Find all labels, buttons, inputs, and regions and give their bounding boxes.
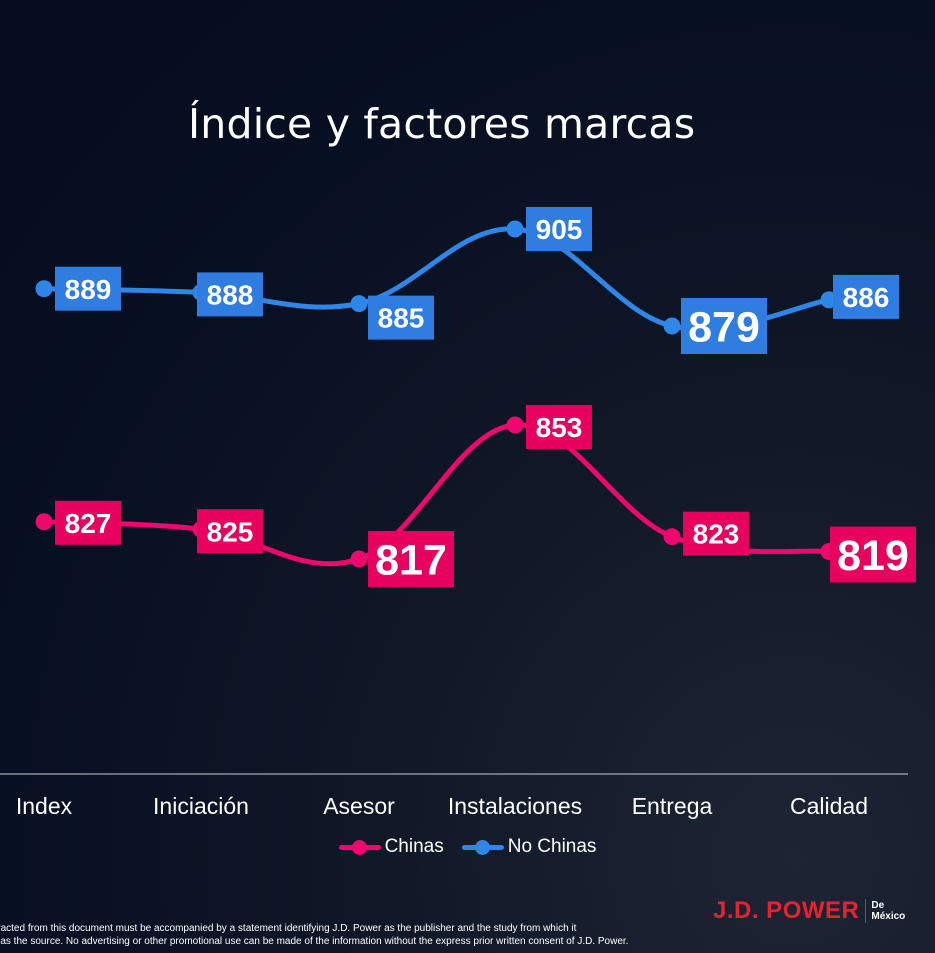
legend-label-chinas: Chinas (384, 836, 444, 857)
data-label-chinas-iniciaci-n: 825 (197, 509, 263, 554)
svg-text:886: 886 (843, 282, 890, 313)
x-tick-label-index: Index (16, 793, 73, 819)
svg-text:889: 889 (65, 274, 112, 305)
legend-swatch-chinas (338, 840, 381, 855)
data-label-no-chinas-asesor: 885 (368, 295, 434, 340)
data-label-chinas-calidad: 819 (830, 526, 916, 583)
data-point-chinas-instalaciones (506, 416, 524, 434)
data-point-chinas-asesor (350, 550, 368, 568)
svg-text:827: 827 (65, 508, 112, 539)
svg-text:817: 817 (375, 536, 447, 584)
data-label-chinas-instalaciones: 853 (526, 405, 592, 449)
svg-text:853: 853 (536, 412, 583, 443)
data-label-no-chinas-index: 889 (55, 266, 121, 311)
legend-swatch-no-chinas (461, 840, 504, 855)
x-tick-label-entrega: Entrega (632, 793, 713, 819)
logo-wordmark: J.D. POWER (713, 897, 860, 924)
data-label-no-chinas-iniciaci-n: 888 (197, 272, 263, 317)
data-label-no-chinas-calidad: 886 (833, 274, 899, 319)
svg-text:879: 879 (688, 303, 760, 351)
data-label-chinas-asesor: 817 (368, 531, 454, 587)
jd-power-logo: J.D. POWER De México (713, 897, 905, 925)
legend: Chinas No Chinas (0, 836, 935, 858)
logo-divider (865, 899, 867, 923)
x-tick-label-instalaciones: Instalaciones (448, 793, 582, 819)
data-label-no-chinas-instalaciones: 905 (526, 207, 592, 251)
x-tick-label-iniciaci-n: Iniciación (153, 793, 249, 819)
legend-item-no-chinas[interactable]: No Chinas (461, 836, 597, 858)
data-point-no-chinas-index (35, 280, 53, 298)
legend-item-chinas[interactable]: Chinas (338, 836, 444, 858)
svg-text:825: 825 (207, 516, 254, 547)
data-point-chinas-index (35, 513, 53, 531)
svg-text:905: 905 (536, 214, 583, 245)
data-point-no-chinas-instalaciones (506, 220, 524, 238)
svg-text:819: 819 (837, 532, 909, 580)
disclaimer-line-2: d as the source. No advertising or other… (0, 936, 629, 947)
svg-text:888: 888 (207, 280, 254, 311)
logo-region: De México (871, 900, 906, 922)
disclaimer-text: on extracted from this document must be … (0, 922, 705, 948)
svg-text:885: 885 (378, 303, 425, 334)
chart-title: Índice y factores marcas (188, 100, 696, 148)
x-tick-label-asesor: Asesor (323, 793, 395, 819)
data-label-no-chinas-entrega: 879 (681, 298, 767, 354)
data-point-no-chinas-entrega (663, 317, 681, 335)
data-label-chinas-index: 827 (55, 500, 121, 545)
x-tick-label-calidad: Calidad (790, 793, 868, 819)
disclaimer-line-1: on extracted from this document must be … (0, 923, 577, 934)
data-point-chinas-entrega (663, 528, 681, 546)
data-label-chinas-entrega: 823 (683, 511, 749, 556)
legend-label-no-chinas: No Chinas (507, 836, 597, 857)
data-point-no-chinas-asesor (350, 295, 368, 313)
svg-text:823: 823 (693, 519, 740, 550)
